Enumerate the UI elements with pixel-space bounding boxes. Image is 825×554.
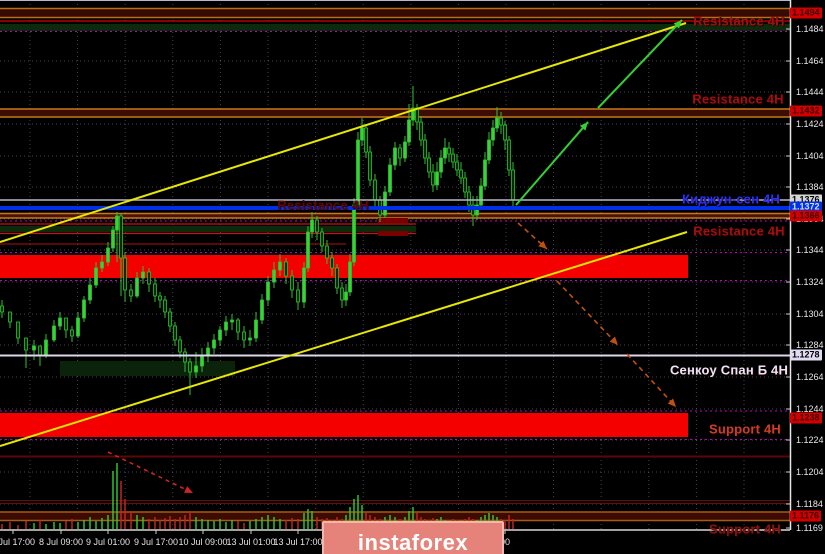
price-tick-1.1424: 1.1424 <box>796 119 824 129</box>
senkou-span-b-label: Сенкоу Спан Б 4H <box>669 362 789 378</box>
price-tick-1.1484: 1.1484 <box>796 24 824 34</box>
price-level-box-1.1278: 1.1278 <box>790 349 822 361</box>
price-tick-1.1264: 1.1264 <box>796 372 824 382</box>
kijun-sen-label: Киджун-сен 4H <box>682 191 780 207</box>
resistance-label-faint: Resistance 4H <box>277 197 369 213</box>
price-level-box-1.1494: 1.1494 <box>790 7 822 19</box>
price-scale[interactable]: 1.1484 1.1464 1.1444 1.1424 1.1404 1.1384 1.13… <box>790 0 825 533</box>
price-tick-1.1464: 1.1464 <box>796 56 824 66</box>
instaforex-watermark-text: instaforex <box>357 530 469 554</box>
time-tick: 00 <box>499 537 511 547</box>
price-level-box-1.1376: 1.1376 <box>790 194 822 206</box>
price-tick-1.1444: 1.1444 <box>796 87 824 97</box>
price-tick-1.1224: 1.1224 <box>796 435 824 445</box>
price-level-box-1.1366: 1.1366 <box>790 210 822 222</box>
price-tick-1.1204: 1.1204 <box>796 467 824 477</box>
price-tick-1.1304: 1.1304 <box>796 309 824 319</box>
time-tick: 7 Jul 17:00 <box>0 537 36 547</box>
price-level-box-1.1372: 1.1372 <box>790 201 822 213</box>
price-tick-1.1184: 1.1184 <box>796 499 823 509</box>
price-level-box-1.1238: 1.1238 <box>790 412 822 424</box>
price-tick-1.1404: 1.1404 <box>796 151 824 161</box>
time-tick: 13 Jul 01:00 <box>226 537 276 547</box>
time-tick: 9 Jul 17:00 <box>133 537 179 547</box>
resistance-label-3: Resistance 4H <box>693 223 785 239</box>
price-tick-1.1324: 1.1324 <box>796 277 824 287</box>
price-tick-1.1244: 1.1244 <box>796 404 824 414</box>
time-tick: 13 Jul 17:00 <box>273 537 323 547</box>
resistance-label-2: Resistance 4H <box>692 91 784 107</box>
price-tick-1.1284: 1.1284 <box>796 340 824 350</box>
support-label-2: Support 4H <box>708 521 782 537</box>
resistance-label-1: Resistance 4H <box>693 13 785 29</box>
price-tick-1.1344: 1.1344 <box>796 245 824 255</box>
time-tick: 9 Jul 01:00 <box>85 537 131 547</box>
price-level-box-1.1176: 1.1176 <box>790 510 822 522</box>
support-label-1: Support 4H <box>708 421 782 437</box>
time-tick: 8 Jul 09:00 <box>38 537 84 547</box>
time-tick: 10 Jul 09:00 <box>178 537 228 547</box>
price-tick-1.1384: 1.1384 <box>796 182 824 192</box>
price-level-box-1.1432: 1.1432 <box>790 105 822 117</box>
price-tick-1.1169: 1.1169 <box>796 523 823 533</box>
time-axis[interactable]: 7 Jul 17:008 Jul 09:009 Jul 01:009 Jul 1… <box>0 530 790 554</box>
instaforex-watermark: instaforex <box>322 521 504 554</box>
